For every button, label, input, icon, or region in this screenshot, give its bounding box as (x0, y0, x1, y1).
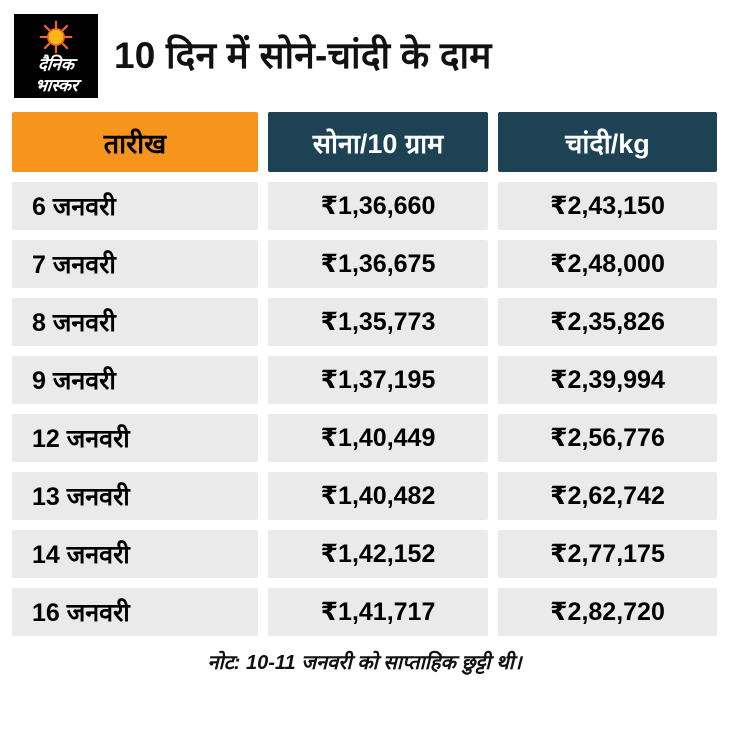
gold-price-cell: ₹1,36,675 (268, 240, 488, 288)
gold-price-cell: ₹1,40,449 (268, 414, 488, 462)
silver-price-cell: ₹2,43,150 (498, 182, 717, 230)
header-cell-date: तारीख (12, 112, 258, 172)
silver-price-cell: ₹2,77,175 (498, 530, 717, 578)
date-cell: 8 जनवरी (12, 298, 258, 346)
silver-price-cell: ₹2,39,994 (498, 356, 717, 404)
brand-name-line1: दैनिक (37, 55, 76, 74)
gold-price-cell: ₹1,40,482 (268, 472, 488, 520)
date-cell: 13 जनवरी (12, 472, 258, 520)
date-cell: 12 जनवरी (12, 414, 258, 462)
date-cell: 7 जनवरी (12, 240, 258, 288)
footer-note: नोट: 10-11 जनवरी को साप्ताहिक छुट्टी थी। (207, 652, 522, 674)
brand-logo: दैनिक भास्कर (14, 14, 98, 98)
gold-price-cell: ₹1,42,152 (268, 530, 488, 578)
brand-name-line2: भास्कर (33, 76, 79, 95)
date-cell: 6 जनवरी (12, 182, 258, 230)
header-cell-gold: सोना/10 ग्राम (268, 112, 488, 172)
masthead: दैनिक भास्कर 10 दिन में सोने-चांदी के दा… (12, 12, 717, 104)
page-title: 10 दिन में सोने-चांदी के दाम (114, 34, 492, 76)
silver-price-cell: ₹2,35,826 (498, 298, 717, 346)
silver-price-cell: ₹2,62,742 (498, 472, 717, 520)
gold-price-cell: ₹1,35,773 (268, 298, 488, 346)
silver-price-cell: ₹2,82,720 (498, 588, 717, 636)
date-cell: 9 जनवरी (12, 356, 258, 404)
silver-price-cell: ₹2,48,000 (498, 240, 717, 288)
silver-price-cell: ₹2,56,776 (498, 414, 717, 462)
gold-price-cell: ₹1,37,195 (268, 356, 488, 404)
price-table: तारीख सोना/10 ग्राम चांदी/kg 6 जनवरी ₹1,… (12, 112, 717, 636)
date-cell: 14 जनवरी (12, 530, 258, 578)
gold-price-cell: ₹1,36,660 (268, 182, 488, 230)
header-cell-silver: चांदी/kg (498, 112, 717, 172)
sunburst-icon (39, 20, 73, 54)
gold-price-cell: ₹1,41,717 (268, 588, 488, 636)
date-cell: 16 जनवरी (12, 588, 258, 636)
